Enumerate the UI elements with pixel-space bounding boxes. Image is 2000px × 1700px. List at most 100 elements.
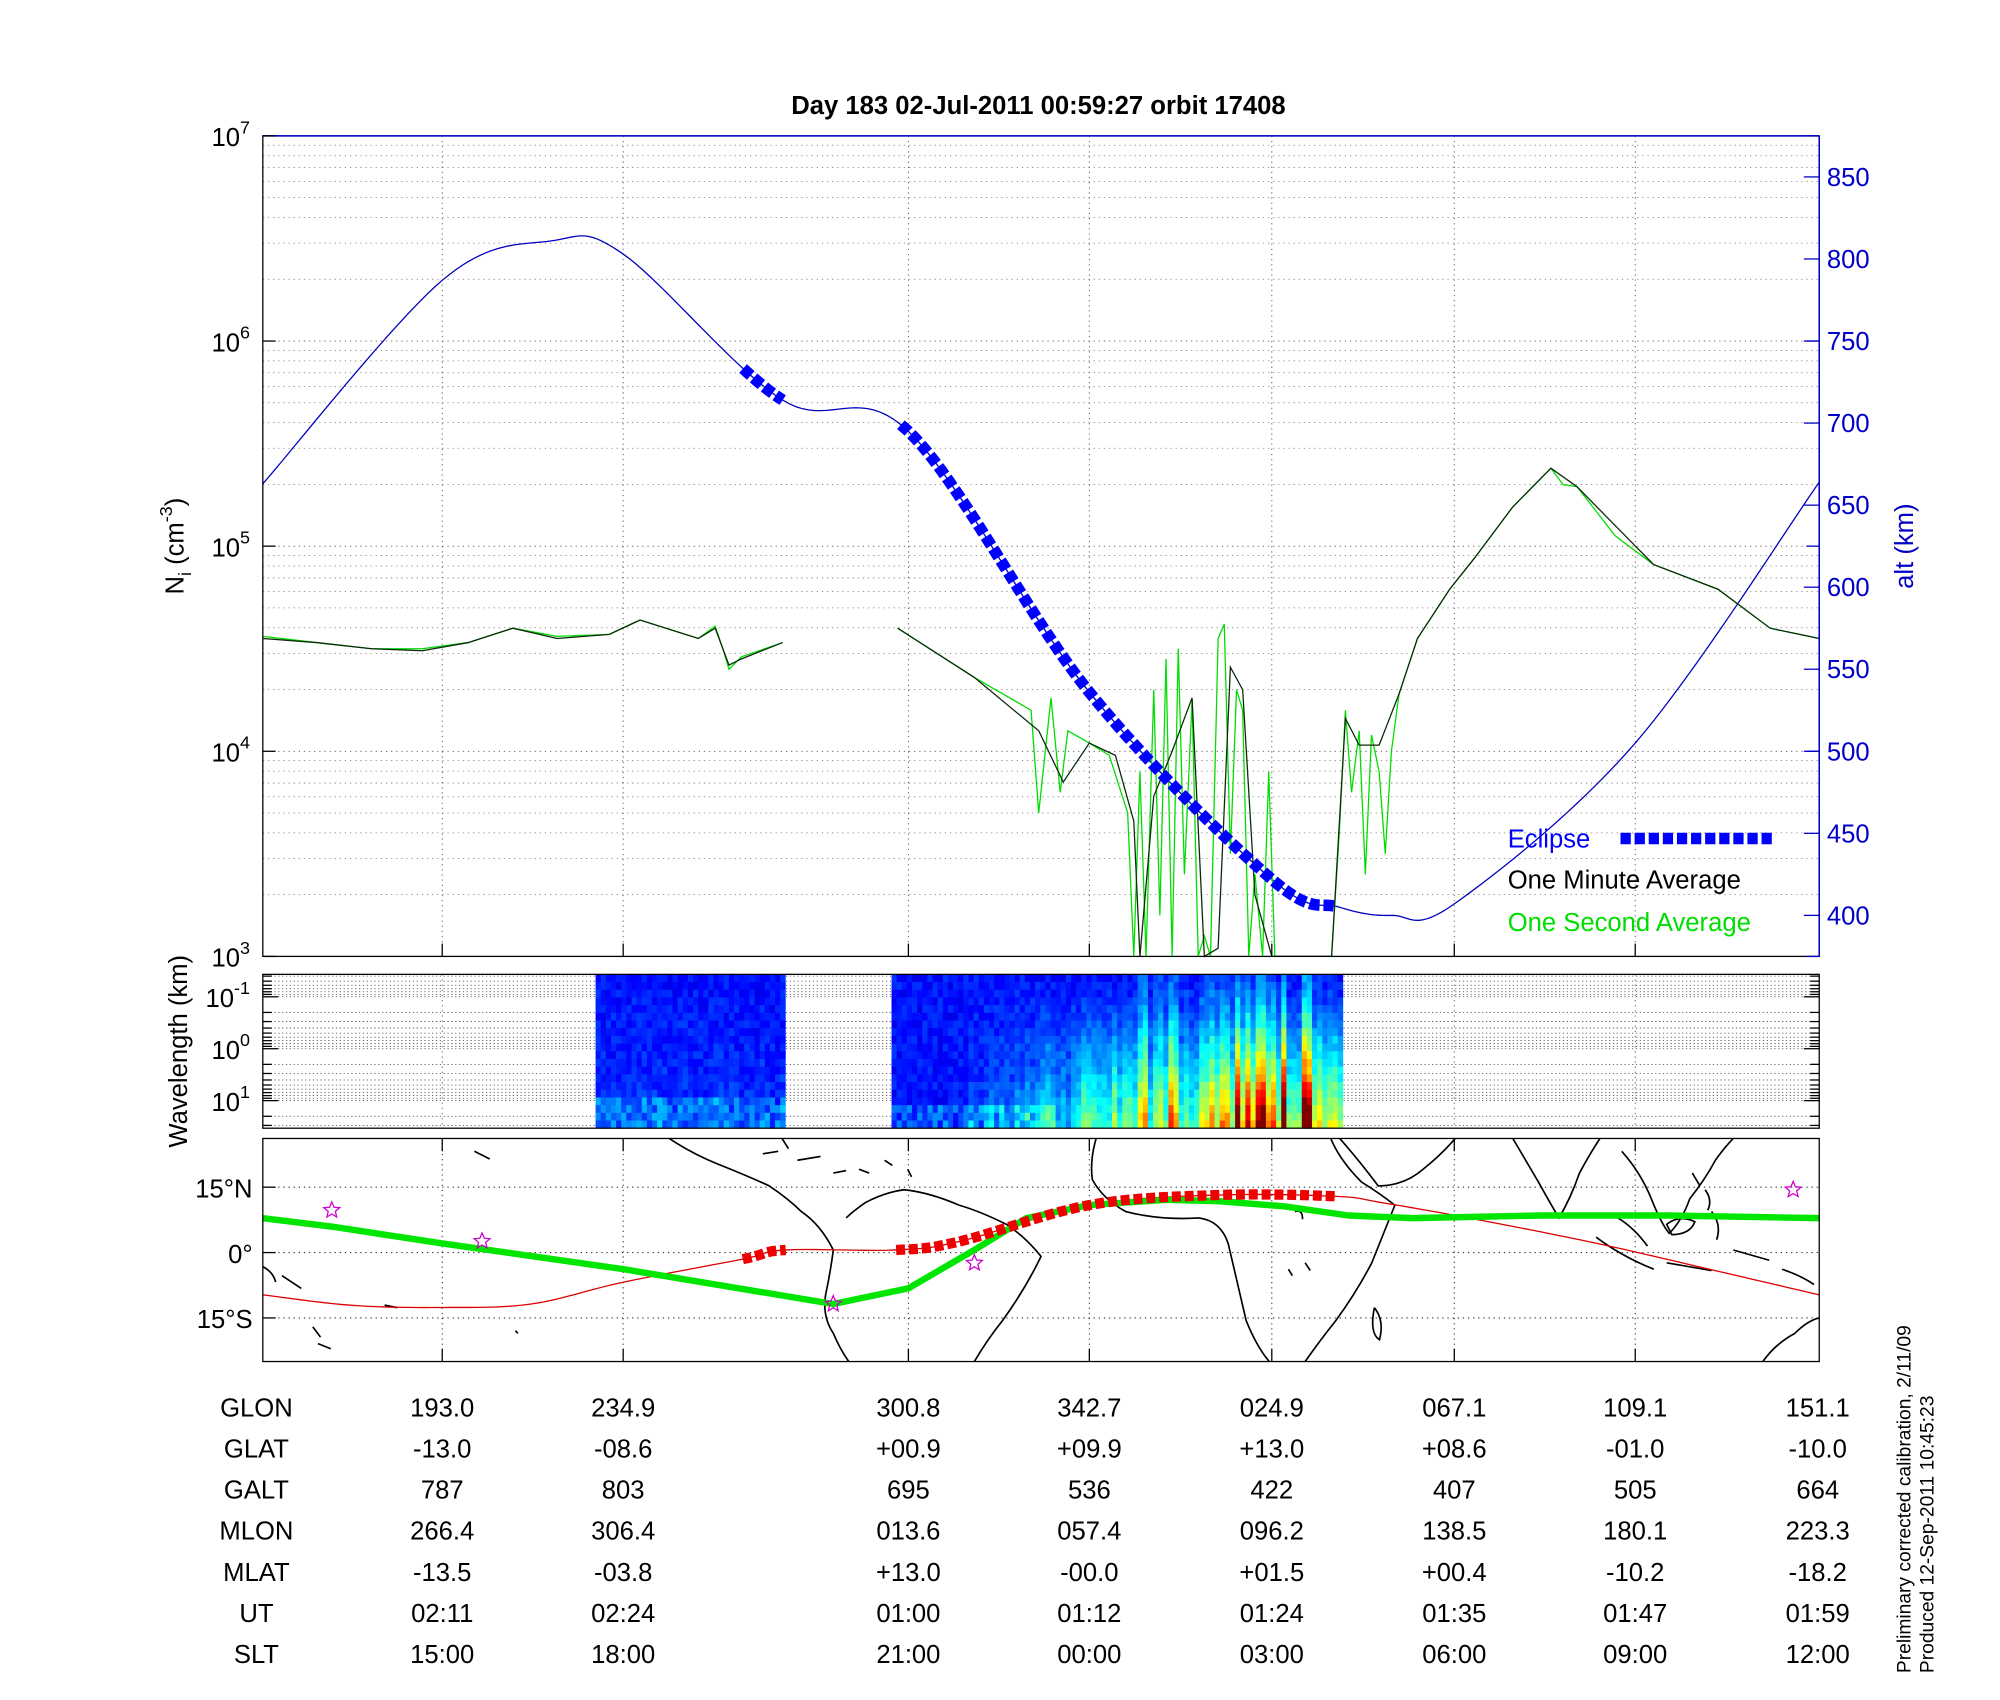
spectrogram-cell [1163,1012,1169,1021]
spectrogram-cell [723,1028,730,1037]
spectrogram-cell [1029,1005,1036,1014]
spectrogram-cell [1071,1051,1077,1060]
spectrogram-cell [1235,1058,1241,1068]
spectrogram-cell [1071,1120,1077,1129]
spectrogram-cell [641,989,648,998]
spectrogram-cell [1076,1035,1082,1044]
spectrogram-cell [754,974,761,983]
spectrogram-cell [937,1074,944,1083]
spectrogram-cell [1178,1020,1185,1029]
spectrogram-cell [953,1012,959,1021]
tick-base: 10 [212,124,241,152]
spectrogram-cell [631,1051,637,1060]
spectrogram-cell [1301,1020,1308,1029]
spectrogram-cell [947,974,954,983]
spectrogram-cell [947,1043,954,1052]
spectrogram-cell [1194,1097,1200,1106]
spectrogram-cell [605,1035,612,1044]
spectrogram-cell [1199,997,1205,1006]
spectrogram-cell [1235,989,1241,998]
spectrogram-cell [1050,989,1057,998]
spectrogram-cell [1076,1097,1082,1106]
spectrogram-cell [1060,1051,1067,1060]
spectrogram-cell [1286,1051,1292,1060]
spectrogram-cell [1142,1089,1149,1098]
spectrogram-cell [749,1066,755,1075]
spectrogram-cell [775,1112,781,1121]
spectrogram-cell [978,1097,985,1106]
spectrogram-cell [1040,1012,1046,1021]
spectrogram-cell [739,1089,745,1098]
spectrogram-cell [1322,1035,1328,1044]
spectrogram-cell [1096,1082,1103,1091]
spectrogram-cell [1229,1066,1236,1075]
spectrogram-cell [626,997,632,1006]
spectrogram-cell [1019,1097,1026,1106]
spectrogram-cell [1127,989,1133,998]
spectrogram-cell [988,982,995,991]
spectrogram-cell [1219,1074,1226,1083]
spectrogram-cell [1029,1089,1036,1098]
spectrogram-cell [1265,1043,1272,1052]
table-cell: 057.4 [1057,1518,1121,1546]
spectrogram-cell [775,1043,781,1052]
spectrogram-cell [1291,1020,1298,1029]
spectrogram-cell [764,1020,771,1029]
spectrogram-cell [1117,1058,1123,1068]
spectrogram-cell [646,1051,653,1060]
table-cell: 21:00 [876,1641,940,1669]
spectrogram-cell [1322,974,1328,983]
spectrogram-cell [983,1043,990,1052]
spectrogram-cell [662,1112,668,1121]
spectrogram-cell [1199,1089,1205,1098]
spectrogram-cell [1276,1028,1282,1037]
spectrogram-cell [1281,1028,1287,1037]
spectrogram-cell [1240,1012,1246,1021]
spectrogram-cell [672,1028,679,1037]
spectrogram-cell [1250,974,1257,983]
spectrogram-cell [891,1028,898,1037]
spectrogram-cell [1019,1082,1026,1091]
spectrogram-cell [687,1035,694,1044]
spectrogram-cell [698,997,704,1006]
spectrogram-cell [1199,1074,1205,1083]
spectrogram-cell [1337,1043,1344,1052]
spectrogram-cell [1286,1028,1292,1037]
spectrogram-cell [927,1097,933,1106]
spectrogram-cell [728,1043,735,1052]
spectrogram-cell [1255,1058,1262,1068]
spectrogram-cell [1332,1120,1339,1129]
spectrogram-cell [1178,1066,1185,1075]
spectrogram-cell [595,1028,602,1037]
spectrogram-cell [605,989,612,998]
spectrogram-cell [1214,1051,1221,1060]
spectrogram-cell [1050,1112,1057,1121]
spectrogram-cell [1153,1028,1159,1037]
spectrogram-cell [1296,1012,1303,1021]
spectrogram-cell [754,1005,761,1014]
spectrogram-cell [994,1112,1000,1121]
spectrogram-cell [1127,1089,1133,1098]
spectrogram-cell [1055,1112,1062,1121]
spectrogram-cell [780,974,786,983]
spectrogram-cell [968,1020,974,1029]
spectrogram-cell [1312,1005,1318,1014]
spectrogram-cell [1265,1020,1272,1029]
table-cell: -13.5 [413,1559,471,1587]
spectrogram-cell [775,997,781,1006]
spectrogram-cell [1312,1020,1318,1029]
spectrogram-cell [1276,1043,1282,1052]
spectrogram-cell [1076,1082,1082,1091]
spectrogram-cell [1106,982,1113,991]
spectrogram-cell [1327,1074,1333,1083]
spectrogram-cell [1281,1043,1287,1052]
spectrogram-cell [1312,1082,1318,1091]
spectrogram-cell [1224,1089,1231,1098]
spectrogram-cell [983,997,990,1006]
spectrogram-cell [1153,1074,1159,1083]
spectrogram-cell [1265,1051,1272,1060]
spectrogram-cell [1260,1005,1267,1014]
spectrogram-cell [922,1058,928,1068]
spectrogram-cell [698,989,704,998]
spectrogram-cell [1219,974,1226,983]
